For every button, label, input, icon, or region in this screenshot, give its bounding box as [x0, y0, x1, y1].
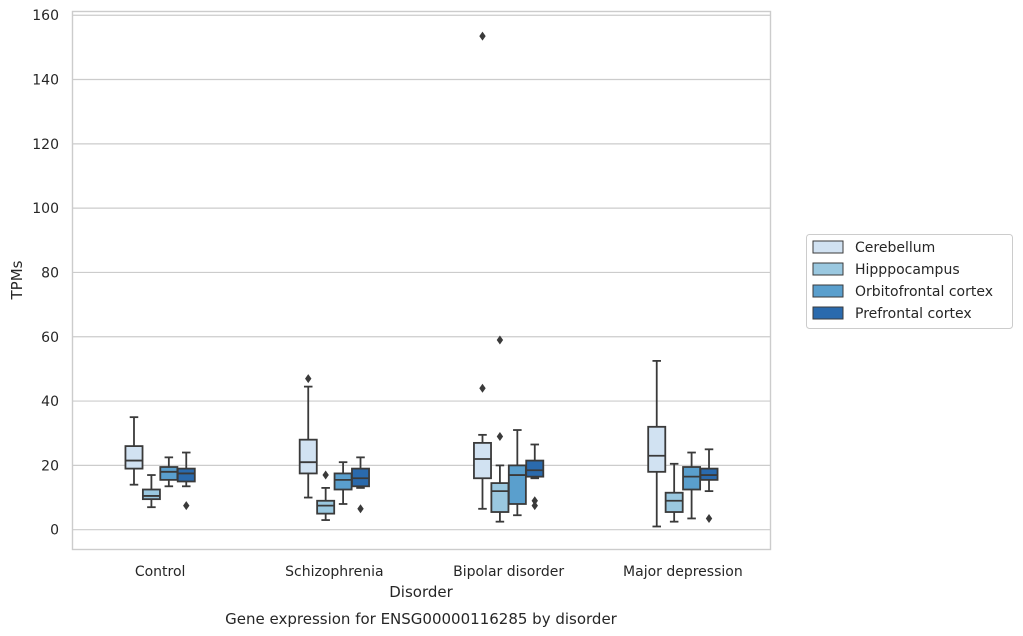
y-tick-label-5: 100 — [32, 201, 59, 217]
box-1-1 — [316, 470, 336, 521]
box-3-2 — [525, 443, 545, 511]
x-axis-ticks: Control Schizophrenia Bipolar disorder Majo… — [135, 564, 743, 580]
y-tick-label-0: 0 — [50, 523, 59, 539]
box-3-0 — [176, 451, 196, 511]
legend-swatch-0 — [812, 240, 844, 254]
box-iqr — [176, 467, 196, 483]
legend-swatch-3 — [812, 306, 844, 320]
legend-label-2: Orbitofrontal cortex — [855, 284, 993, 300]
outlier-0 — [183, 501, 190, 511]
outlier-0 — [305, 374, 312, 384]
box-1-3 — [664, 462, 684, 523]
box-2-1 — [333, 461, 353, 505]
outlier-0 — [322, 470, 329, 480]
chart-caption: Gene expression for ENSG00000116285 by d… — [225, 610, 618, 628]
box-1-2 — [490, 335, 510, 523]
gridlines — [73, 14, 770, 531]
box-iqr — [316, 499, 336, 515]
y-tick-label-3: 60 — [41, 330, 59, 346]
box-2-3 — [682, 451, 702, 520]
box-iqr — [682, 466, 702, 491]
box-iqr — [664, 491, 684, 513]
outlier-1 — [496, 335, 504, 345]
box-iqr — [124, 445, 144, 470]
box-0-1 — [298, 374, 318, 499]
x-tick-label-2: Bipolar disorder — [453, 564, 564, 580]
y-tick-label-7: 140 — [32, 73, 59, 89]
box-3-3 — [699, 448, 719, 523]
box-iqr — [298, 438, 318, 475]
box-1-0 — [141, 474, 161, 509]
box-2-0 — [159, 456, 179, 488]
boxes — [124, 31, 719, 528]
y-tick-label-4: 80 — [41, 265, 59, 281]
outlier-1 — [531, 496, 538, 506]
y-axis-ticks: 0 20 40 60 80 100 120 140 160 — [32, 8, 59, 538]
x-tick-label-3: Major depression — [623, 564, 743, 580]
box-0-3 — [647, 359, 667, 528]
y-tick-label-6: 120 — [32, 137, 59, 153]
legend-frame — [806, 234, 1013, 329]
x-tick-label-0: Control — [135, 564, 186, 580]
box-0-0 — [124, 416, 144, 486]
box-3-1 — [351, 456, 370, 514]
box-2-2 — [507, 429, 527, 517]
x-axis-label: Disorder — [389, 583, 453, 601]
plot-frame — [71, 10, 772, 551]
outlier-0 — [357, 504, 364, 514]
box-iqr — [525, 459, 545, 478]
y-axis-label: TPMs — [8, 260, 26, 300]
x-tick-label-1: Schizophrenia — [285, 564, 383, 580]
box-iqr — [159, 466, 179, 481]
legend-label-3: Prefrontal cortex — [855, 306, 972, 322]
legend-swatch-2 — [812, 284, 844, 298]
legend-label-1: Hipppocampus — [855, 262, 960, 278]
box-iqr — [507, 464, 527, 505]
outlier-0 — [705, 513, 713, 523]
box-0-2 — [473, 31, 492, 510]
box-iqr — [141, 488, 161, 501]
box-iqr — [333, 472, 353, 491]
outlier-1 — [479, 31, 486, 41]
box-iqr — [647, 425, 667, 473]
box-iqr — [490, 482, 510, 513]
legend-items: Cerebellum Hipppocampus Orbitofrontal cort… — [812, 240, 993, 322]
outlier-0 — [496, 431, 504, 441]
y-tick-label-8: 160 — [32, 8, 59, 24]
legend: Cerebellum Hipppocampus Orbitofrontal cort… — [806, 234, 1013, 329]
y-tick-label-1: 20 — [41, 458, 59, 474]
outlier-0 — [531, 501, 538, 511]
box-iqr — [473, 441, 492, 480]
y-tick-label-2: 40 — [41, 394, 59, 410]
outlier-0 — [479, 383, 486, 393]
legend-swatch-1 — [812, 262, 844, 276]
legend-label-0: Cerebellum — [855, 240, 935, 256]
